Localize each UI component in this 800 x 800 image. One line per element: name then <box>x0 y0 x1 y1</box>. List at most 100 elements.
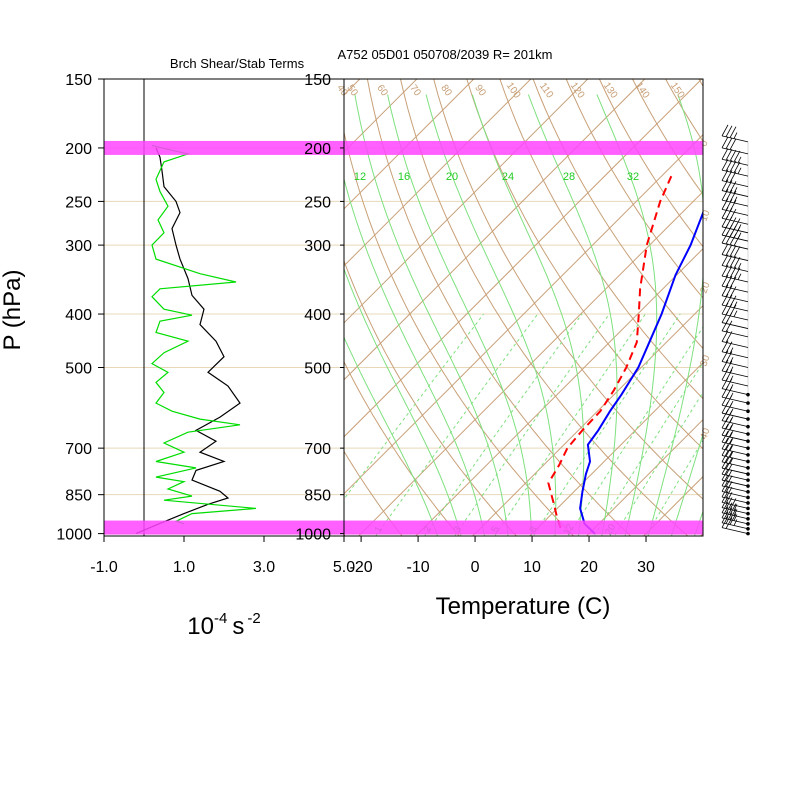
barb-flag <box>721 462 729 475</box>
barb-shaft <box>721 527 749 535</box>
barb-flag <box>721 311 729 323</box>
barb-flag <box>721 359 729 372</box>
wind-barb <box>721 491 750 511</box>
right-x-tick-label: 20 <box>580 559 598 576</box>
right-y-tick-label: 200 <box>304 141 331 158</box>
barb-flag <box>721 480 729 492</box>
moist-adiabat-line <box>670 432 703 536</box>
right-x-tick-label: -20 <box>350 559 373 576</box>
moist-adiabat-line <box>387 94 533 536</box>
dry-adiabat-line <box>565 79 703 299</box>
barb-station-dot <box>746 501 750 505</box>
left-y-tick-label: 400 <box>65 307 92 324</box>
barb-flag <box>725 341 733 353</box>
isotherm-line <box>414 247 703 536</box>
barb-flag <box>721 437 729 450</box>
dry-adiabat-line <box>598 79 703 248</box>
wind-barb <box>721 124 749 143</box>
barb-station-dot <box>746 531 750 536</box>
barb-flag <box>721 496 729 508</box>
barb-station-dot <box>746 401 750 405</box>
wind-barb <box>721 511 750 531</box>
wind-barb <box>721 179 749 197</box>
barb-flag <box>729 503 737 515</box>
wind-barb <box>721 444 750 464</box>
left-y-tick-label: 700 <box>65 441 92 458</box>
moist-adiabat-label: 16 <box>398 171 410 183</box>
wind-barb <box>721 468 750 488</box>
barb-flag <box>725 438 733 450</box>
barb-flag <box>721 430 729 443</box>
barb-station-dot <box>746 453 750 457</box>
barb-half-flag <box>729 366 734 373</box>
barb-flag <box>725 189 733 202</box>
moist-adiabat-line <box>471 94 585 536</box>
isotherm-line <box>642 475 703 536</box>
barb-flag <box>725 431 733 444</box>
wind-barb <box>721 319 749 338</box>
barb-half-flag <box>737 156 742 164</box>
moist-adiabat-line <box>596 94 658 536</box>
barb-flag <box>721 424 729 436</box>
right-y-tick-label: 400 <box>304 307 331 324</box>
xlabel-unit: s <box>232 613 244 640</box>
barb-flag <box>725 232 733 245</box>
barb-flag <box>729 266 737 279</box>
barb-half-flag <box>733 514 738 521</box>
barb-half-flag <box>729 457 734 464</box>
barb-flag <box>721 274 729 287</box>
barb-flag <box>729 498 737 510</box>
wind-barb <box>721 424 750 443</box>
barb-flag <box>729 256 737 268</box>
barb-flag <box>725 497 733 509</box>
barb-flag <box>721 450 729 463</box>
dry-adiabat-line <box>764 26 800 546</box>
dry-adiabat-label: 50 <box>344 83 360 99</box>
barb-shaft <box>721 485 749 493</box>
mixing-ratio-line <box>645 439 703 536</box>
dry-adiabat-line <box>344 259 517 536</box>
barb-half-flag <box>733 310 738 317</box>
barb-half-flag <box>733 519 738 526</box>
barb-station-dot <box>746 432 750 436</box>
dry-adiabat-line <box>344 360 460 536</box>
figure-title: A752 05D01 050708/2039 R= 201km <box>337 47 552 62</box>
dry-adiabat-line <box>665 79 703 143</box>
mixing-ratio-line <box>593 361 703 536</box>
shear-term-line <box>135 147 241 535</box>
barb-flag <box>721 491 729 503</box>
wind-barb <box>721 340 749 359</box>
barb-flag <box>725 320 733 332</box>
barb-flag <box>725 492 733 504</box>
moist-adiabat-line <box>344 336 439 536</box>
barb-flag <box>725 451 733 463</box>
dry-adiabat-label: 140 <box>633 81 652 101</box>
barb-flag <box>725 457 733 470</box>
moist-adiabat-label: 12 <box>354 171 366 183</box>
left-y-tick-label: 850 <box>65 488 92 505</box>
barb-flag <box>733 234 741 246</box>
barb-flag <box>725 170 733 182</box>
barb-flag <box>725 180 733 192</box>
dry-adiabat-label: 150 <box>668 81 687 101</box>
barb-flag <box>725 410 733 422</box>
xlabel-exponent-1: -4 <box>214 610 227 627</box>
mixing-ratio-line <box>494 313 646 536</box>
right-x-tick-label: 10 <box>523 559 541 576</box>
isotherm-line <box>344 79 475 210</box>
barb-flag <box>721 456 729 469</box>
dry-adiabat-label: 110 <box>537 81 555 101</box>
mixing-ratio-line <box>532 313 681 536</box>
dry-adiabat-line <box>344 130 575 536</box>
barb-flag <box>721 136 729 149</box>
left-y-tick-label: 300 <box>65 238 92 255</box>
dry-adiabat-line <box>702 26 800 546</box>
wind-barb <box>721 231 749 250</box>
isotherm-line <box>344 79 418 153</box>
left-x-tick-label: -1.0 <box>90 559 118 576</box>
left-x-tick-label: 5.0 <box>333 559 355 576</box>
moist-adiabat-line <box>647 94 703 536</box>
left-y-tick-label: 1000 <box>56 527 92 544</box>
barb-flag <box>725 331 733 343</box>
